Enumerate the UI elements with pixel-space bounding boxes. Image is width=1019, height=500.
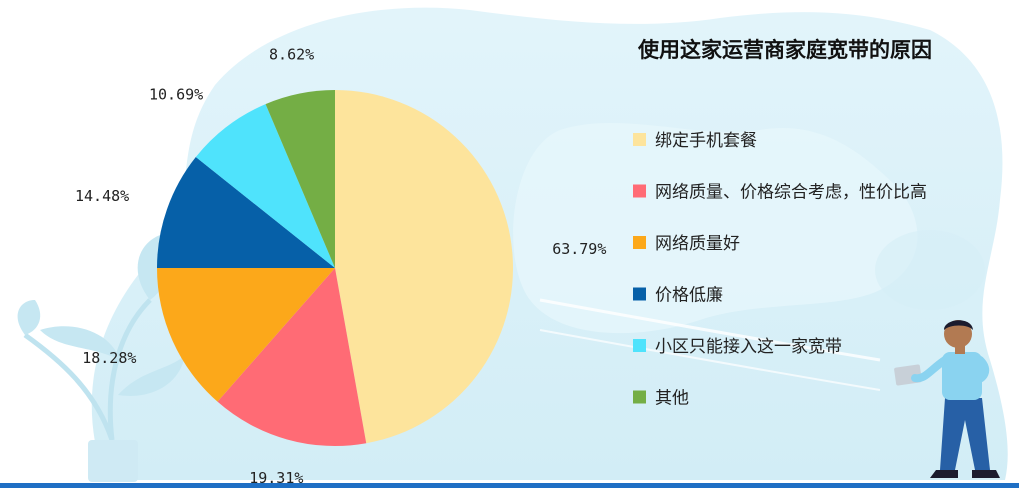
legend-label-6: 其他: [655, 389, 689, 409]
plant-illustration: [17, 235, 185, 482]
pie-slice-3: [156, 267, 335, 402]
person-illustration: [894, 320, 1000, 478]
legend-swatch-2: [633, 184, 646, 198]
legend-swatch-5: [633, 339, 646, 352]
legend-label-5: 小区只能接入这一家宽带: [655, 337, 842, 357]
pie-slice-6: [265, 90, 335, 268]
slice-labels: 63.79% 19.31% 18.28% 14.48% 10.69% 8.62%: [75, 45, 606, 487]
slice-label-2: 19.31%: [249, 469, 303, 487]
baseline-bar: [0, 483, 1019, 488]
legend-label-2: 网络质量、价格综合考虑，性价比高: [655, 183, 927, 203]
pie-slices: [156, 90, 514, 447]
slice-label-3: 18.28%: [82, 349, 136, 367]
slice-label-4: 14.48%: [75, 187, 129, 205]
legend-swatch-3: [633, 236, 646, 249]
legend: 绑定手机套餐网络质量、价格综合考虑，性价比高网络质量好价格低廉小区只能接入这一家…: [633, 131, 927, 409]
pie-slice-1: [335, 90, 514, 444]
slice-label-1: 63.79%: [552, 240, 606, 258]
pie-slice-5: [195, 104, 335, 268]
slice-label-5: 10.69%: [149, 85, 203, 103]
pie-slice-4: [157, 157, 335, 268]
legend-label-1: 绑定手机套餐: [655, 131, 757, 151]
legend-label-4: 价格低廉: [655, 286, 723, 306]
chart-title: 使用这家运营商家庭宽带的原因: [637, 38, 932, 62]
legend-label-3: 网络质量好: [655, 234, 740, 254]
legend-swatch-6: [633, 390, 646, 404]
pie-slice-2: [217, 268, 367, 447]
slice-label-6: 8.62%: [269, 45, 314, 63]
legend-swatch-4: [633, 287, 646, 301]
legend-swatch-1: [633, 133, 646, 146]
